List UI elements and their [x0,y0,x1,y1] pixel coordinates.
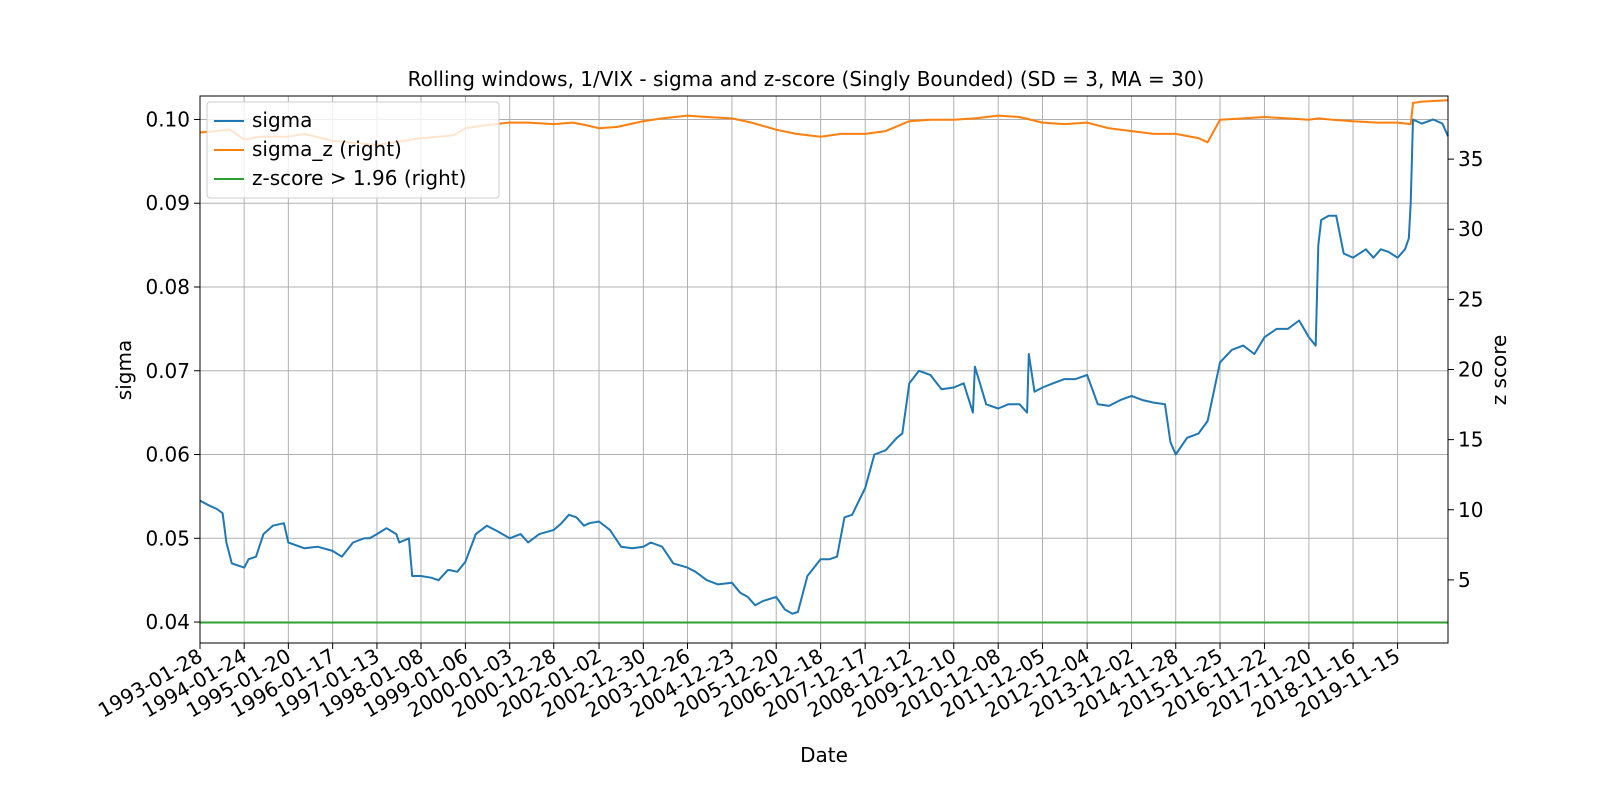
y-tick-label: 0.06 [145,443,190,467]
y-tick-label: 0.04 [145,610,190,634]
y-tick-label: 0.08 [145,275,190,299]
y-tick-label: 0.05 [145,526,190,550]
x-axis-label: Date [800,743,848,767]
legend-box [206,101,500,199]
legend-label: sigma_z (right) [252,137,402,161]
legend: sigma sigma_z (right) z-score > 1.96 (righ… [206,101,500,199]
y2-tick-label: 25 [1458,287,1483,311]
y2-axis-label: z score [1487,335,1511,406]
y2-tick-label: 20 [1458,358,1483,382]
legend-label: z-score > 1.96 (right) [252,166,466,190]
legend-label: sigma [252,108,312,132]
y-tick-label: 0.10 [145,107,190,131]
y2-tick-label: 30 [1458,217,1483,241]
y2-tick-label: 35 [1458,147,1483,171]
y2-tick-label: 15 [1458,428,1483,452]
x-axis: 1993-01-281994-01-241995-01-201996-01-17… [94,643,1404,722]
y-axis-label: sigma [112,340,136,400]
series-line-1 [199,118,1449,615]
chart-title: Rolling windows, 1/VIX - sigma and z-sco… [408,67,1205,91]
y2-tick-label: 10 [1458,498,1483,522]
y-tick-label: 0.07 [145,359,190,383]
y2-tick-label: 5 [1458,568,1471,592]
y-axis-right: 5 10 15 20 25 30 35 [1448,147,1483,592]
y-tick-label: 0.09 [145,191,190,215]
y-axis-left: 0.04 0.05 0.06 0.07 0.08 0.09 0.10 [145,107,200,634]
